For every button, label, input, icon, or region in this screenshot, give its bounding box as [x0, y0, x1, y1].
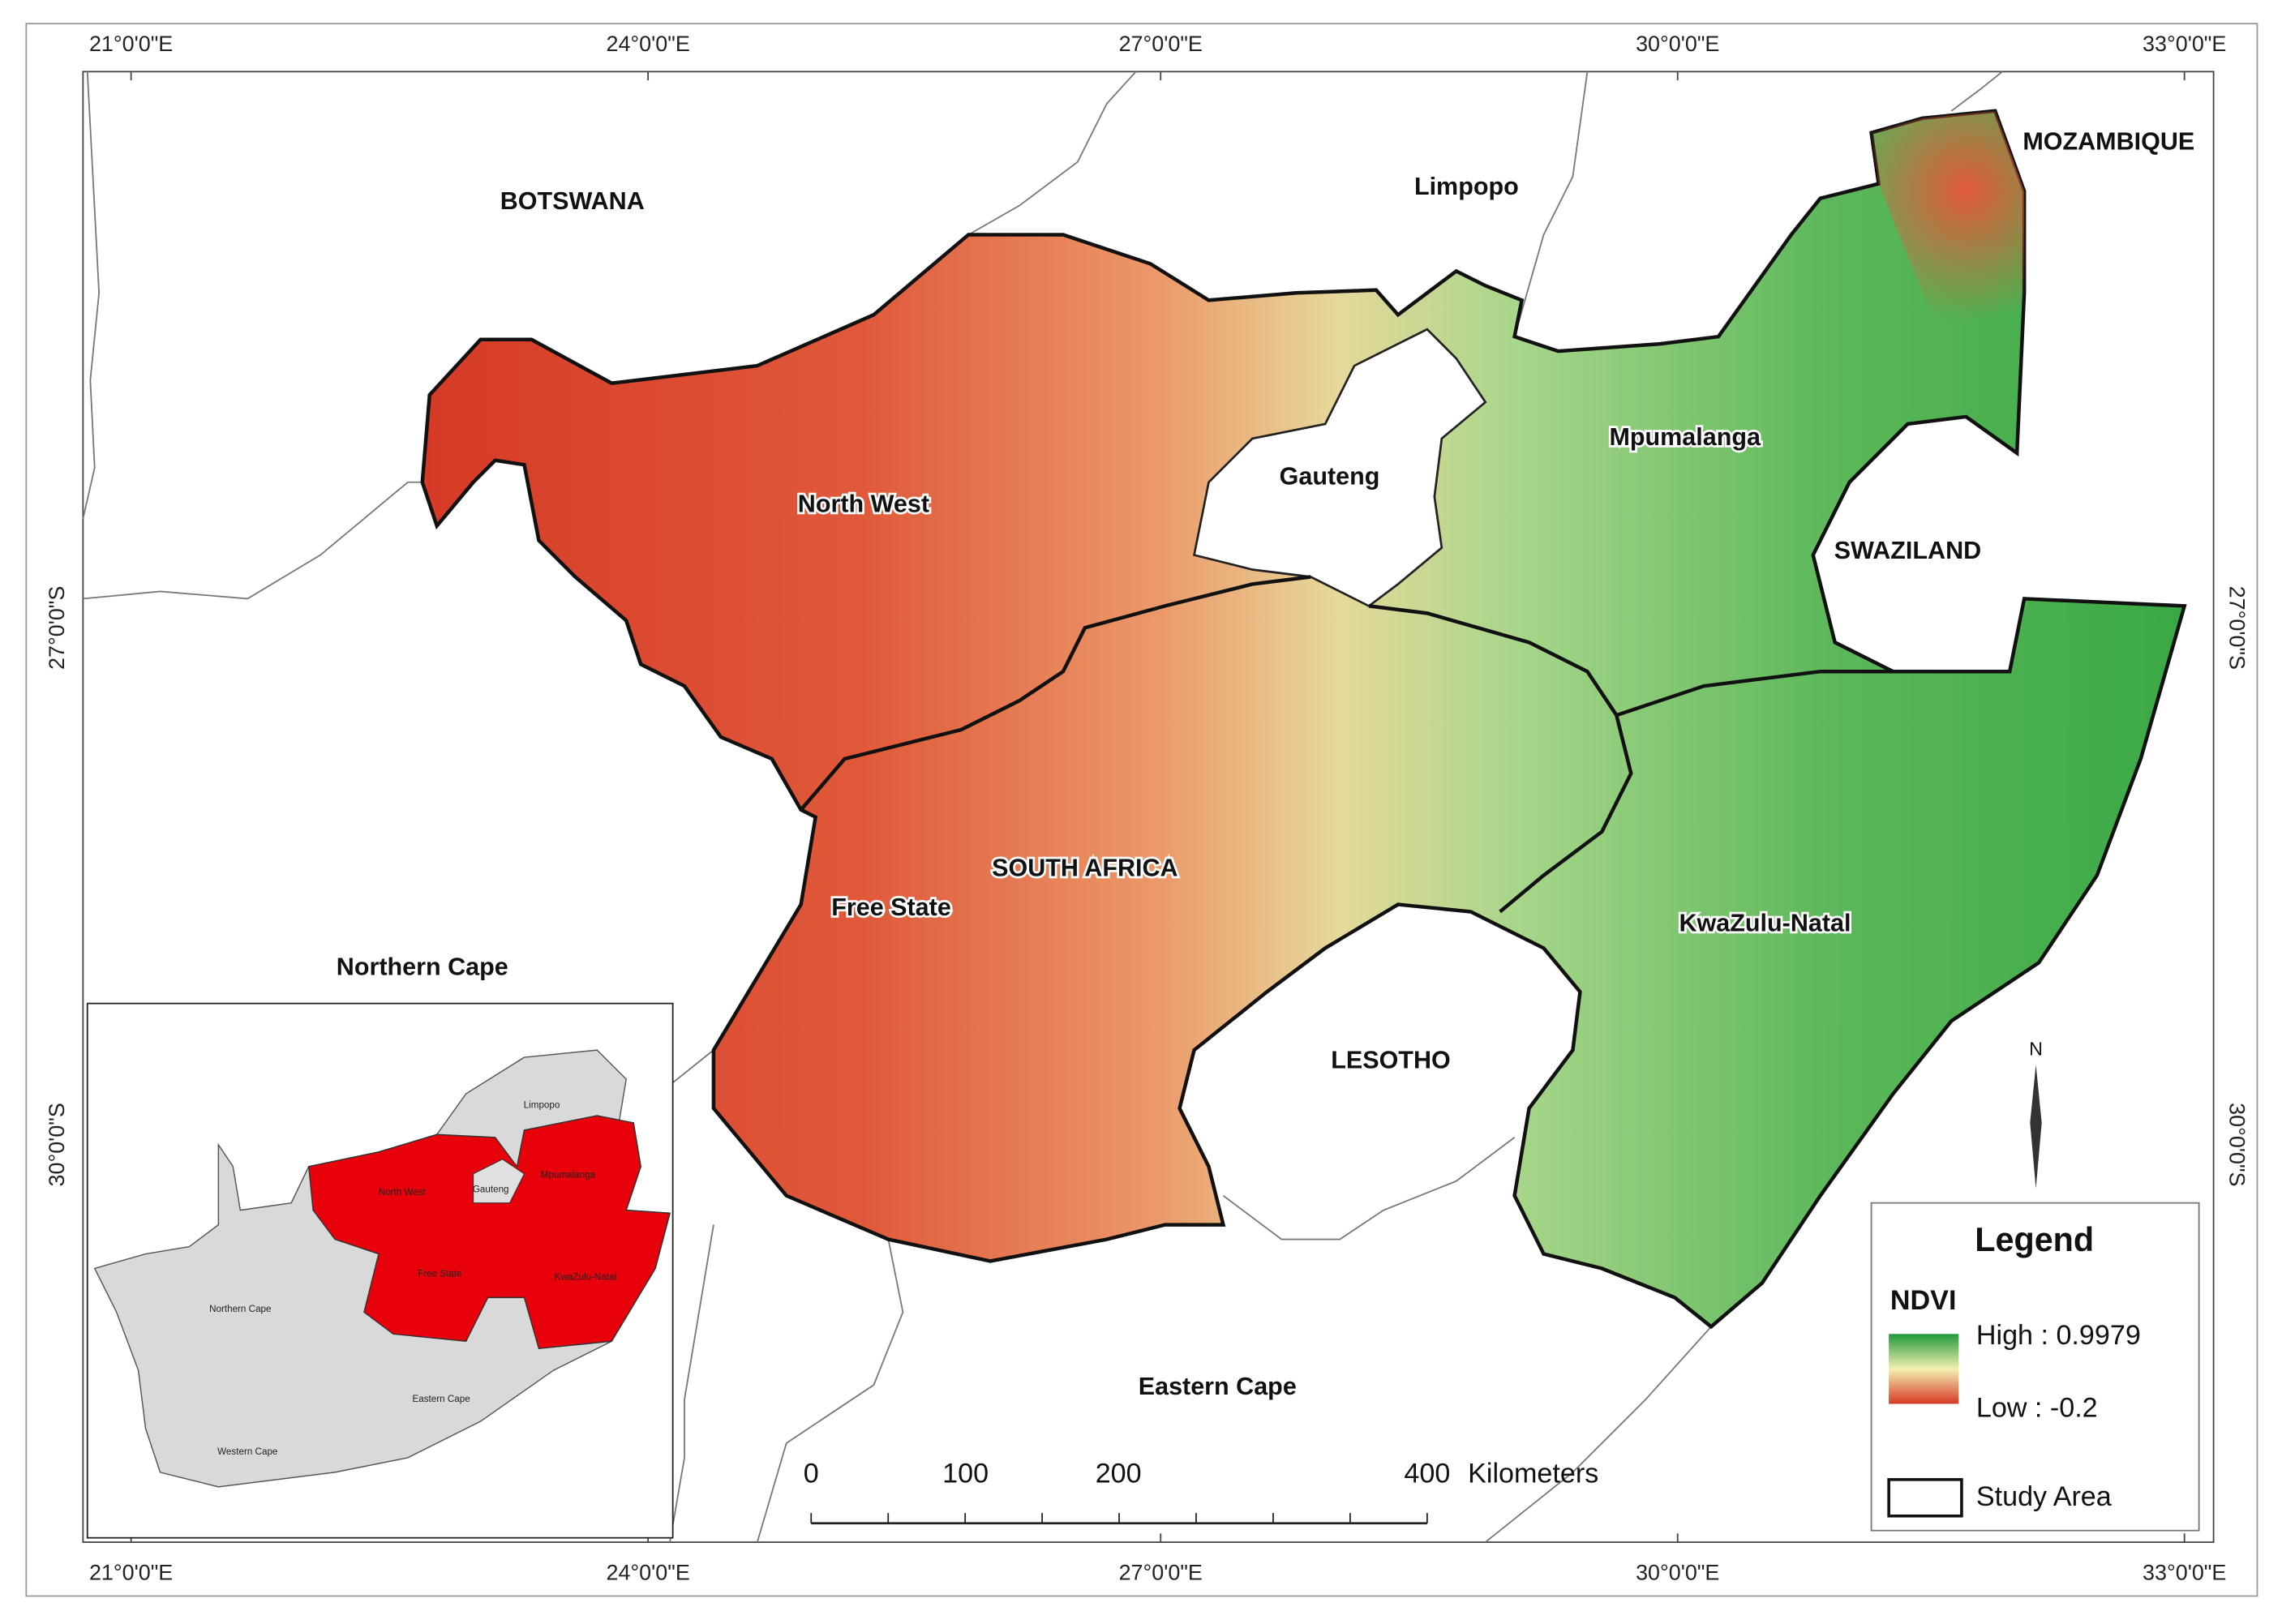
- graticule-label: 30°0'0"S: [45, 1103, 69, 1186]
- border-line: [1222, 1137, 1516, 1240]
- gauteng-area: [1192, 328, 1487, 607]
- legend: Legend NDVI High : 0.9979 Low : -0.2 Stu…: [1870, 1202, 2200, 1532]
- border-line: [669, 1224, 714, 1543]
- place-label: MOZAMBIQUE: [2022, 127, 2194, 155]
- legend-low: Low : -0.2: [1976, 1393, 2098, 1424]
- scale-label: 0: [804, 1458, 819, 1489]
- graticule-label: 27°0'0"S: [45, 586, 69, 670]
- study-area: [420, 109, 2187, 1330]
- legend-study-area: Study Area: [1976, 1481, 2112, 1512]
- legend-ndvi: NDVI: [1890, 1285, 1957, 1316]
- inset-study-area: [307, 1115, 671, 1350]
- inset-labels: Limpopo North West Gauteng Mpumalanga Free S…: [209, 1099, 616, 1456]
- legend-high: High : 0.9979: [1976, 1320, 2141, 1351]
- scale-unit: Kilometers: [1468, 1458, 1598, 1489]
- scale-label: 100: [942, 1458, 989, 1489]
- border-line: [83, 481, 437, 600]
- inset-label: Gauteng: [473, 1185, 509, 1195]
- graticule-label: 24°0'0"E: [606, 1561, 689, 1585]
- province-boundary: [799, 575, 1311, 812]
- north-arrow-shape: [2030, 1065, 2042, 1189]
- border-line: [1950, 71, 2003, 112]
- border-line: [756, 1239, 904, 1543]
- ndvi-patch: [1871, 110, 2025, 453]
- legend-study-swatch: [1887, 1478, 1963, 1518]
- north-label: N: [2029, 1038, 2043, 1059]
- inset-label: North West: [379, 1187, 427, 1198]
- legend-ramp: [1889, 1334, 1959, 1404]
- inset-label: Eastern Cape: [412, 1394, 470, 1404]
- north-arrow: N: [2029, 1038, 2043, 1189]
- inset-label: KwaZulu-Natal: [555, 1271, 616, 1282]
- place-label: Limpopo: [1414, 173, 1519, 200]
- border-line: [1485, 1326, 1712, 1543]
- place-labels: BOTSWANA Limpopo MOZAMBIQUE North West Gaute…: [334, 126, 2197, 1403]
- place-label: BOTSWANA: [500, 187, 645, 215]
- scale-ticks: [810, 1513, 1428, 1523]
- province-boundaries: [799, 575, 1894, 914]
- graticule-label: 30°0'0"E: [1636, 1561, 1719, 1585]
- inset-label: Free State: [418, 1269, 461, 1279]
- scale-bar: 0 100 200 400 Kilometers: [804, 1458, 1598, 1525]
- place-label: KwaZulu-Natal: [1679, 910, 1851, 937]
- place-label: Gauteng: [1280, 462, 1380, 490]
- place-label: LESOTHO: [1331, 1047, 1451, 1074]
- legend-title: Legend: [1975, 1221, 2094, 1258]
- graticule-label: 33°0'0"E: [2143, 32, 2226, 56]
- graticule-label: 24°0'0"E: [606, 32, 689, 56]
- border-line: [1513, 71, 1589, 337]
- place-label: North West: [798, 491, 929, 518]
- inset-map: Limpopo North West Gauteng Mpumalanga Free S…: [86, 1002, 674, 1539]
- graticule-label: 27°0'0"E: [1119, 1561, 1203, 1585]
- graticule-label: 30°0'0"S: [2224, 1103, 2249, 1186]
- place-label: SWAZILAND: [1834, 537, 1981, 564]
- inset-label: Mpumalanga: [541, 1170, 596, 1181]
- graticule-label: 21°0'0"E: [89, 32, 173, 56]
- border-line: [967, 71, 1137, 236]
- border-line: [82, 71, 101, 519]
- graticule-label: 30°0'0"E: [1636, 32, 1719, 56]
- graticule-label: 21°0'0"E: [89, 1561, 173, 1585]
- graticule-label: 27°0'0"S: [2224, 586, 2249, 670]
- scale-label: 200: [1096, 1458, 1142, 1489]
- graticule-labels: 21°0'0"E 24°0'0"E 27°0'0"E 30°0'0"E 33°0'0"E…: [45, 32, 2249, 1585]
- inset-gauteng: [473, 1159, 525, 1204]
- province-boundary: [1615, 669, 1894, 718]
- place-label: Northern Cape: [337, 953, 508, 981]
- inset-label: Northern Cape: [209, 1304, 271, 1314]
- inset-label: Limpopo: [524, 1099, 560, 1110]
- place-label: Free State: [831, 893, 951, 921]
- graticule-label: 27°0'0"E: [1119, 32, 1203, 56]
- place-label: SOUTH AFRICA: [992, 854, 1177, 881]
- scale-label: 400: [1404, 1458, 1450, 1489]
- inset-label: Western Cape: [217, 1446, 277, 1457]
- place-label: Mpumalanga: [1609, 423, 1761, 451]
- graticule-label: 33°0'0"E: [2143, 1561, 2226, 1585]
- place-label: Eastern Cape: [1139, 1373, 1297, 1400]
